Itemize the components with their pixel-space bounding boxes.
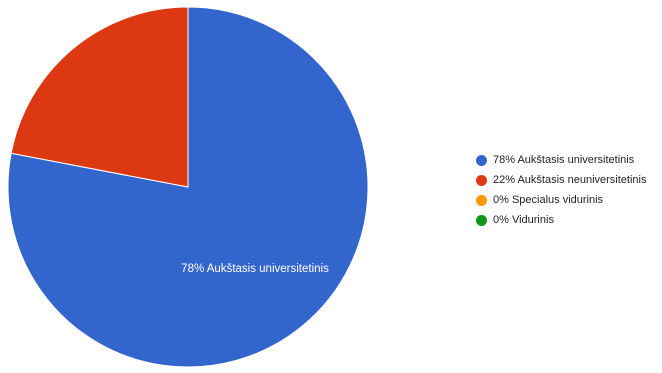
legend-label: 0% Vidurinis — [493, 214, 554, 226]
legend-swatch — [476, 214, 487, 226]
legend-label: 0% Specialus vidurinis — [493, 194, 604, 206]
legend-item[interactable]: 22% Aukštasis neuniversitetinis — [476, 170, 646, 190]
pie-slice[interactable] — [7, 6, 369, 368]
chart-legend: 78% Aukštasis universitetinis 22% Aukšta… — [476, 150, 646, 230]
legend-item[interactable]: 78% Aukštasis universitetinis — [476, 150, 646, 170]
legend-swatch — [476, 154, 487, 166]
legend-swatch — [476, 194, 487, 206]
legend-label: 22% Aukštasis neuniversitetinis — [493, 174, 647, 186]
legend-swatch — [476, 174, 487, 186]
legend-label: 78% Aukštasis universitetinis — [493, 154, 635, 166]
slice-label: 78% Aukštasis universitetinis — [181, 263, 329, 275]
legend-item[interactable]: 0% Specialus vidurinis — [476, 190, 646, 210]
legend-item[interactable]: 0% Vidurinis — [476, 210, 646, 230]
pie-slice[interactable] — [10, 6, 189, 188]
